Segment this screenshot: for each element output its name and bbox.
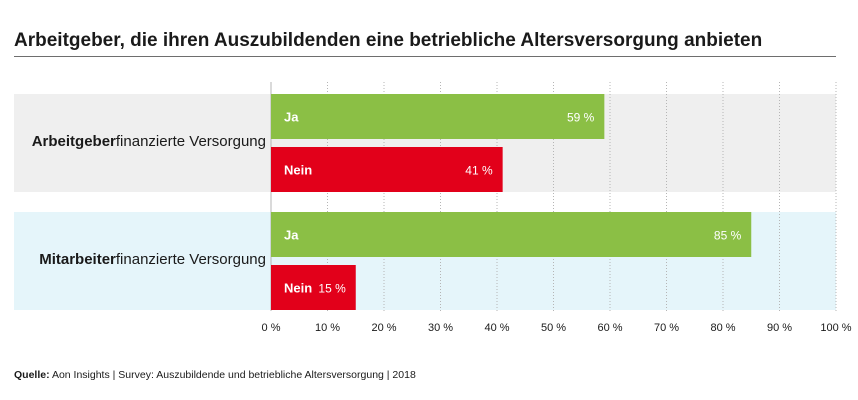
group-label-arbeitgeber: Arbeitgeberfinanzierte Versorgung [14,133,266,150]
source-label: Quelle: [14,369,50,381]
group-label-rest: finanzierte Versorgung [115,251,266,268]
x-tick-label: 80 % [710,322,735,334]
bar-series-label: Nein [284,281,312,296]
x-tick-label: 90 % [767,322,792,334]
x-tick-label: 30 % [428,322,453,334]
bar [271,147,503,192]
bar [271,212,752,257]
bar-value-label: 59 % [567,111,595,125]
bar [271,94,605,139]
title-divider [14,56,836,57]
x-tick-label: 60 % [597,322,622,334]
source-note: Quelle: Aon Insights | Survey: Auszubild… [14,369,416,381]
bar-series-label: Nein [284,163,312,178]
chart-title: Arbeitgeber, die ihren Auszubildenden ei… [14,30,763,51]
x-tick-label: 40 % [484,322,509,334]
group-label-bold: Mitarbeiter [39,251,116,268]
bar-series-label: Ja [284,228,299,243]
bar [271,265,356,310]
bar-value-label: 15 % [318,282,346,296]
bars: Ja 59 % Nein 41 % Ja 85 % Nein 15 % [271,94,752,310]
group-label-rest: finanzierte Versorgung [115,133,266,150]
group-label-bold: Arbeitgeber [31,133,116,150]
x-tick-label: 10 % [315,322,340,334]
x-tick-label: 20 % [371,322,396,334]
source-text: Aon Insights | Survey: Auszubildende und… [51,369,416,381]
bar-series-label: Ja [284,110,299,125]
bar-value-label: 85 % [714,229,742,243]
group-label-mitarbeiter: Mitarbeiterfinanzierte Versorgung [14,251,266,268]
gridlines [270,82,837,311]
bar-value-label: 41 % [465,164,493,178]
x-tick-label: 0 % [262,322,281,334]
x-tick-label: 50 % [541,322,566,334]
x-tick-label: 100 % [820,322,851,334]
x-tick-label: 70 % [654,322,679,334]
x-axis-ticks: 0 % 10 % 20 % 30 % 40 % 50 % 60 % 70 % 80 % 90 % 1… [262,322,852,334]
